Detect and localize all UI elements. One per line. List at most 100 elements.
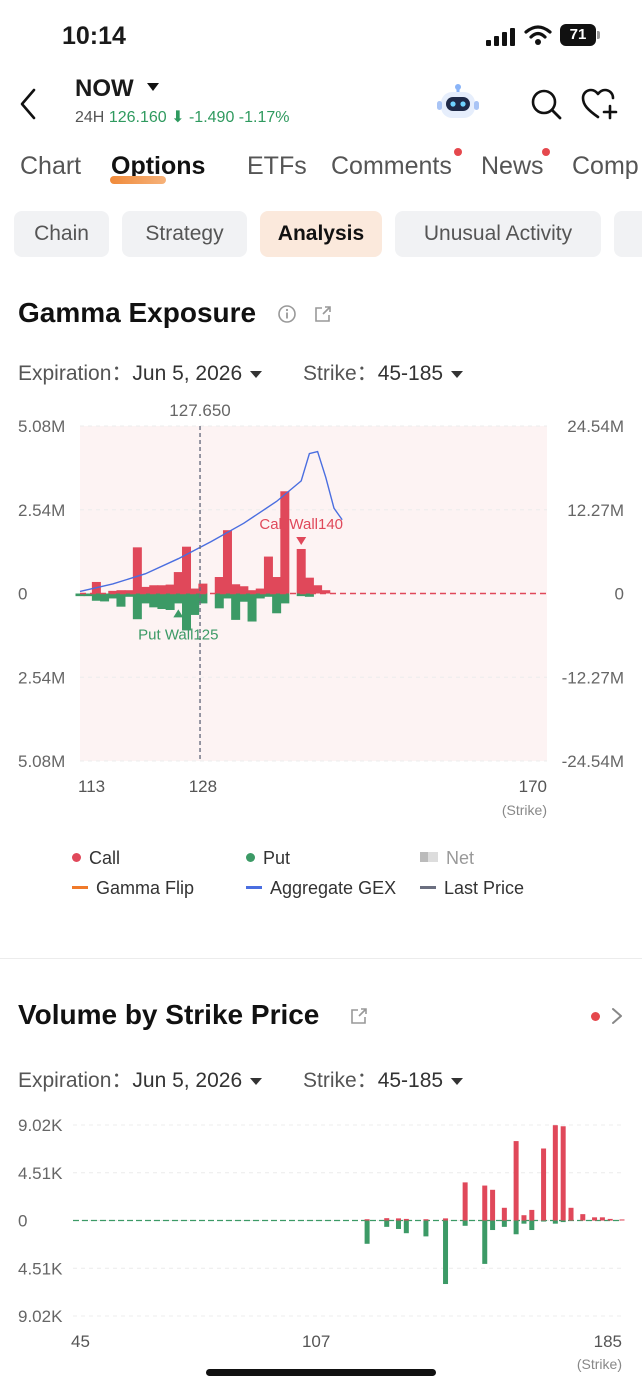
tab-company[interactable]: Comp [572, 152, 639, 180]
quote-change: -1.490 [188, 109, 235, 126]
y-left-tick-label: 5.08M [18, 417, 65, 436]
volume-by-strike-title: Volume by Strike Price [18, 999, 320, 1030]
call-bar [165, 584, 175, 594]
x-tick-label: 128 [189, 777, 217, 796]
legend-aggregate-gex[interactable]: Aggregate GEX [246, 878, 396, 899]
section-divider [0, 958, 642, 959]
call-bar [239, 586, 249, 594]
gamma-expiration-filter[interactable]: Expiration：Jun 5, 2026 [18, 357, 263, 387]
call-bar [263, 556, 273, 594]
call-volume-bar [364, 1219, 370, 1221]
put-volume-bar [462, 1220, 468, 1226]
add-watchlist-heart-icon[interactable] [580, 86, 620, 122]
put-bar [75, 593, 85, 597]
legend-put[interactable]: Put [246, 848, 290, 869]
chevron-right-icon[interactable] [610, 1006, 624, 1026]
chevron-down-icon [250, 1077, 263, 1085]
quote-price: 126.160 [108, 109, 167, 126]
subtab-analysis[interactable]: Analysis [260, 211, 382, 257]
y-tick-label: 9.02K [18, 1116, 63, 1135]
share-icon[interactable] [349, 1006, 369, 1026]
gamma-exposure-chart: 5.08M 2.54M 0 2.54M 5.08M 24.54M 12.27M 0 -12.27… [18, 401, 624, 818]
put-bar [141, 593, 151, 604]
put-volume-bar [364, 1220, 370, 1244]
header: NOW 24H 126.160 ⬇ -1.490 -1.17% [0, 70, 642, 140]
x-tick-label: 185 [594, 1332, 622, 1351]
gamma-strike-filter[interactable]: Strike：45-185 [303, 357, 464, 387]
put-volume-bar [560, 1220, 566, 1223]
x-tick-label: 45 [71, 1332, 90, 1351]
expiration-value: Jun 5, 2026 [132, 362, 243, 385]
put-volume-bar [501, 1220, 507, 1227]
call-volume-bar [423, 1219, 429, 1221]
call-bar [124, 590, 134, 594]
put-bar [165, 593, 175, 610]
put-bar [255, 593, 265, 599]
expiration-label: Expiration： [18, 1069, 133, 1092]
quote-line: 24H 126.160 ⬇ -1.490 -1.17% [75, 107, 290, 127]
legend-call[interactable]: Call [72, 848, 120, 869]
put-bar [149, 593, 159, 608]
share-icon[interactable] [313, 304, 333, 324]
aggregate-gex-line [79, 450, 343, 593]
call-bar [198, 583, 208, 594]
sub-tabs: Chain Strategy Analysis Unusual Activity [0, 211, 642, 259]
call-volume-bar [395, 1218, 401, 1221]
call-volume-bar [521, 1215, 527, 1221]
volume-strike-filter[interactable]: Strike：45-185 [303, 1064, 464, 1094]
call-bar [173, 572, 183, 594]
legend-last-price[interactable]: Last Price [420, 878, 524, 899]
last-price-label: 127.650 [169, 401, 230, 420]
call-volume-bar [482, 1185, 488, 1221]
volume-notification-dot [591, 1012, 600, 1021]
home-indicator[interactable] [206, 1369, 436, 1376]
put-bar [198, 593, 208, 604]
legend-gamma-flip[interactable]: Gamma Flip [72, 878, 194, 899]
ticker-symbol[interactable]: NOW [75, 75, 134, 102]
quote-change-pct: -1.17% [238, 109, 290, 126]
x-axis-unit-label: (Strike) [577, 1356, 622, 1372]
info-icon[interactable] [277, 304, 297, 324]
y-right-tick-label: 24.54M [567, 417, 624, 436]
chevron-down-icon [451, 370, 464, 378]
subtab-strategy[interactable]: Strategy [122, 211, 247, 257]
subtab-unusual-activity[interactable]: Unusual Activity [395, 211, 601, 257]
chevron-down-icon [451, 1077, 464, 1085]
tab-chart[interactable]: Chart [20, 152, 82, 180]
status-time: 10:14 [62, 22, 126, 50]
tab-options[interactable]: Options [111, 152, 206, 180]
put-bar [116, 593, 126, 607]
call-bar [304, 577, 314, 594]
robot-assistant-icon[interactable] [437, 82, 479, 122]
call-bar [132, 547, 142, 594]
tab-comments[interactable]: Comments [331, 152, 452, 180]
put-bar [296, 593, 306, 597]
chevron-down-icon[interactable] [147, 83, 159, 91]
strike-value: 45-185 [377, 1069, 444, 1092]
legend-net[interactable]: Net [420, 848, 474, 869]
put-bar [91, 593, 101, 601]
wifi-icon [524, 25, 552, 45]
subtab-more[interactable] [614, 211, 642, 257]
call-volume-bar [560, 1126, 566, 1221]
volume-by-strike-chart: 9.02K 4.51K 0 4.51K 9.02K 45 107 185 (Strike) [18, 1116, 625, 1372]
search-icon[interactable] [528, 86, 564, 122]
call-bar [247, 590, 257, 594]
put-bar [222, 593, 232, 599]
tab-etfs[interactable]: ETFs [247, 152, 307, 180]
put-volume-bar [384, 1220, 390, 1227]
back-icon[interactable] [14, 86, 44, 122]
y-right-tick-label: -24.54M [562, 752, 624, 771]
put-bar [263, 593, 273, 597]
x-tick-label: 170 [519, 777, 547, 796]
volume-expiration-filter[interactable]: Expiration：Jun 5, 2026 [18, 1064, 263, 1094]
y-right-tick-label: 0 [615, 585, 624, 604]
call-bar [321, 590, 331, 594]
tab-news[interactable]: News [481, 152, 544, 180]
call-volume-bar [580, 1214, 586, 1221]
x-axis-unit-label: (Strike) [502, 802, 547, 818]
net-bar-icon [420, 852, 438, 863]
y-tick-label: 9.02K [18, 1307, 63, 1326]
put-bar [132, 593, 142, 620]
subtab-chain[interactable]: Chain [14, 211, 109, 257]
